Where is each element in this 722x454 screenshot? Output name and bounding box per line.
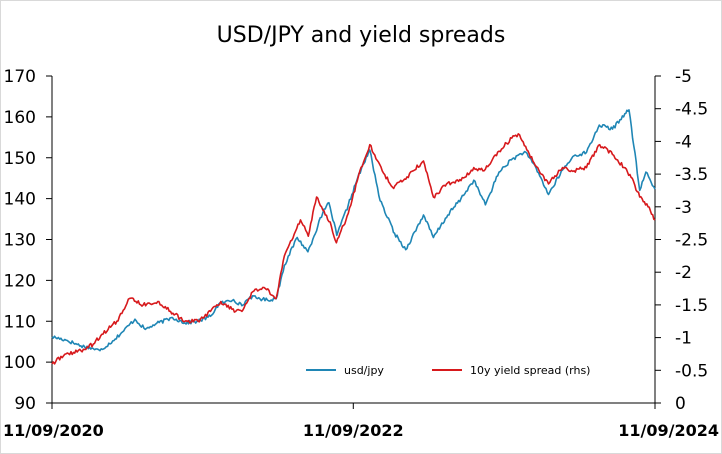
y-right-tick-label: 0 xyxy=(675,394,686,414)
legend: usd/jpy 10y yield spread (rhs) xyxy=(306,364,590,377)
legend-label: usd/jpy xyxy=(344,364,384,377)
y-right-tick-label: -1.5 xyxy=(675,296,708,316)
y-right-tick-label: -4 xyxy=(675,132,692,152)
y-right-tick-label: -1 xyxy=(675,329,692,349)
x-tick-label: 11/09/2022 xyxy=(303,421,404,440)
y-right-tick-label: -2.5 xyxy=(675,231,708,251)
y-left-tick-label: 130 xyxy=(4,231,36,251)
y-right-tick-label: -5 xyxy=(675,67,692,87)
series-layer xyxy=(51,109,656,365)
axes: 90 100 110 120 130 140 150 160 170 0 -0.5 -1 -1.5 -2 -… xyxy=(3,67,719,440)
y-left-tick-label: 100 xyxy=(4,353,36,373)
y-left-tick-label: 90 xyxy=(14,394,36,414)
series-line-yield-spread xyxy=(51,133,656,365)
x-tick-label: 11/09/2024 xyxy=(618,421,719,440)
y-left-tick-label: 150 xyxy=(4,149,36,169)
y-left-tick-label: 110 xyxy=(4,312,36,332)
y-left-tick-label: 160 xyxy=(4,108,36,128)
y-right-tick-label: -0.5 xyxy=(675,361,708,381)
chart-title: USD/JPY and yield spreads xyxy=(217,23,506,48)
y-right-tick-label: -3 xyxy=(675,198,692,218)
y-left-tick-label: 140 xyxy=(4,190,36,210)
y-left-tick-label: 120 xyxy=(4,271,36,291)
y-right-tick-label: -4.5 xyxy=(675,100,708,120)
x-tick-label: 11/09/2020 xyxy=(3,421,104,440)
y-right-tick-label: -3.5 xyxy=(675,165,708,185)
y-right-tick-label: -2 xyxy=(675,263,692,283)
legend-label: 10y yield spread (rhs) xyxy=(470,364,590,377)
series-line-usdjpy xyxy=(51,109,656,352)
y-left-tick-label: 170 xyxy=(4,67,36,87)
